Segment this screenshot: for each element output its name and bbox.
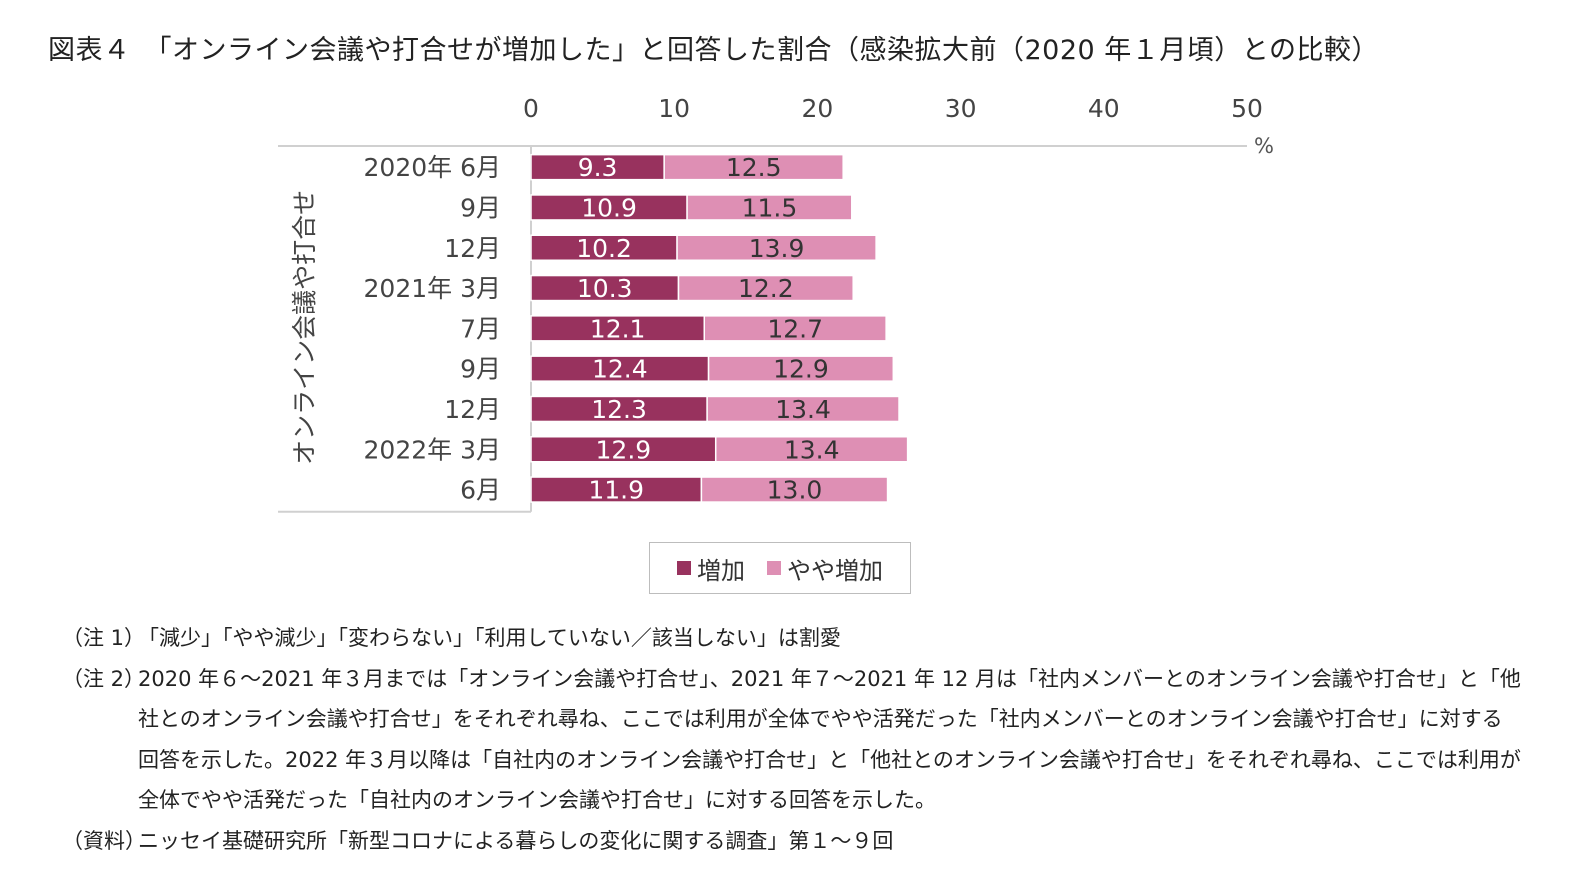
data-label: 10.3 bbox=[577, 274, 633, 303]
bar-slight-increase bbox=[677, 274, 854, 302]
bar-increase bbox=[530, 476, 703, 503]
data-label: 11.9 bbox=[588, 476, 644, 505]
data-label: 9.3 bbox=[578, 153, 618, 182]
note-1-label: （注 1） bbox=[62, 626, 146, 650]
x-tick-label: 0 bbox=[523, 94, 539, 123]
bar-slight-increase bbox=[706, 395, 900, 423]
bar-increase bbox=[530, 153, 665, 181]
note-1-text: 「減少」「やや減少」「変わらない」「利用していない／該当しない」は割愛 bbox=[138, 626, 841, 650]
legend-swatch-increase bbox=[677, 561, 691, 575]
bar-increase bbox=[530, 234, 678, 261]
legend-swatch-slight-increase bbox=[767, 561, 781, 575]
bar-increase bbox=[530, 315, 706, 342]
data-label: 13.4 bbox=[775, 395, 831, 424]
category-label: 2022年 3月 bbox=[364, 435, 501, 464]
bar-slight-increase bbox=[663, 153, 844, 181]
source-note: （資料） ニッセイ基礎研究所「新型コロナによる暮らしの変化に関する調査」第１～９… bbox=[62, 821, 1522, 862]
source-label: （資料） bbox=[62, 828, 146, 853]
data-label: 11.5 bbox=[742, 193, 798, 222]
data-label: 12.3 bbox=[591, 395, 647, 424]
category-label: 2021年 3月 bbox=[364, 274, 501, 303]
y-axis-title: オンライン会議や打合せ bbox=[290, 190, 319, 465]
stacked-bar-chart: 0 10 20 30 40 50% オンライン会議や打合せ 2020年 6月 9.3 12.5 9月… bbox=[278, 94, 1274, 513]
note-1: （注 1） 「減少」「やや減少」「変わらない」「利用していない／該当しない」は割… bbox=[62, 618, 1522, 659]
bar-slight-increase bbox=[703, 315, 887, 342]
legend-label-increase: 増加 bbox=[697, 556, 745, 585]
data-label: 13.4 bbox=[784, 435, 840, 464]
legend: 増加 やや増加 bbox=[649, 542, 911, 594]
legend-item-increase: 増加 bbox=[677, 551, 745, 586]
data-label: 12.9 bbox=[596, 435, 652, 464]
x-tick-label: 40 bbox=[1088, 94, 1120, 123]
category-label: 12月 bbox=[444, 395, 501, 424]
bar-increase bbox=[530, 355, 710, 382]
x-unit-label: % bbox=[1254, 134, 1274, 158]
category-label: 9月 bbox=[460, 355, 501, 384]
bar-increase bbox=[530, 274, 680, 302]
data-label: 12.4 bbox=[592, 355, 648, 384]
category-label: 9月 bbox=[460, 193, 501, 222]
note-2-text: 2020 年６～2021 年３月までは「オンライン会議や打合せ」、2021 年７… bbox=[138, 666, 1521, 813]
notes: （注 1） 「減少」「やや減少」「変わらない」「利用していない／該当しない」は割… bbox=[62, 618, 1522, 861]
bar-slight-increase bbox=[686, 194, 853, 221]
data-label: 10.2 bbox=[576, 234, 632, 263]
category-label: 2020年 6月 bbox=[364, 153, 501, 182]
data-label: 12.7 bbox=[767, 314, 823, 343]
data-label: 12.9 bbox=[773, 355, 829, 384]
data-label: 13.9 bbox=[749, 234, 805, 263]
legend-item-slight-increase: やや増加 bbox=[767, 551, 883, 586]
category-label: 7月 bbox=[460, 314, 501, 343]
data-label: 13.0 bbox=[767, 476, 823, 505]
bar-slight-increase bbox=[714, 436, 909, 463]
bar-slight-increase bbox=[676, 234, 877, 261]
note-2-label: （注 2） bbox=[62, 666, 146, 691]
bar-slight-increase bbox=[700, 476, 889, 503]
x-tick-label: 10 bbox=[658, 94, 690, 123]
data-label: 12.1 bbox=[590, 314, 646, 343]
bar-slight-increase bbox=[707, 355, 895, 382]
x-tick-label: 30 bbox=[945, 94, 977, 123]
x-tick-label: 50 bbox=[1231, 94, 1263, 123]
data-label: 12.2 bbox=[738, 274, 794, 303]
bar-increase bbox=[530, 395, 708, 423]
legend-label-slight-increase: やや増加 bbox=[787, 556, 883, 585]
category-label: 12月 bbox=[444, 234, 501, 263]
data-label: 12.5 bbox=[726, 153, 782, 182]
chart-title: 図表４ 「オンライン会議や打合せが増加した」と回答した割合（感染拡大前（2020… bbox=[48, 35, 1380, 66]
source-text: ニッセイ基礎研究所「新型コロナによる暮らしの変化に関する調査」第１～９回 bbox=[138, 828, 894, 853]
category-label: 6月 bbox=[460, 476, 501, 505]
x-tick-label: 20 bbox=[801, 94, 833, 123]
data-label: 10.9 bbox=[581, 193, 637, 222]
note-2: （注 2） 2020 年６～2021 年３月までは「オンライン会議や打合せ」、2… bbox=[62, 659, 1522, 821]
